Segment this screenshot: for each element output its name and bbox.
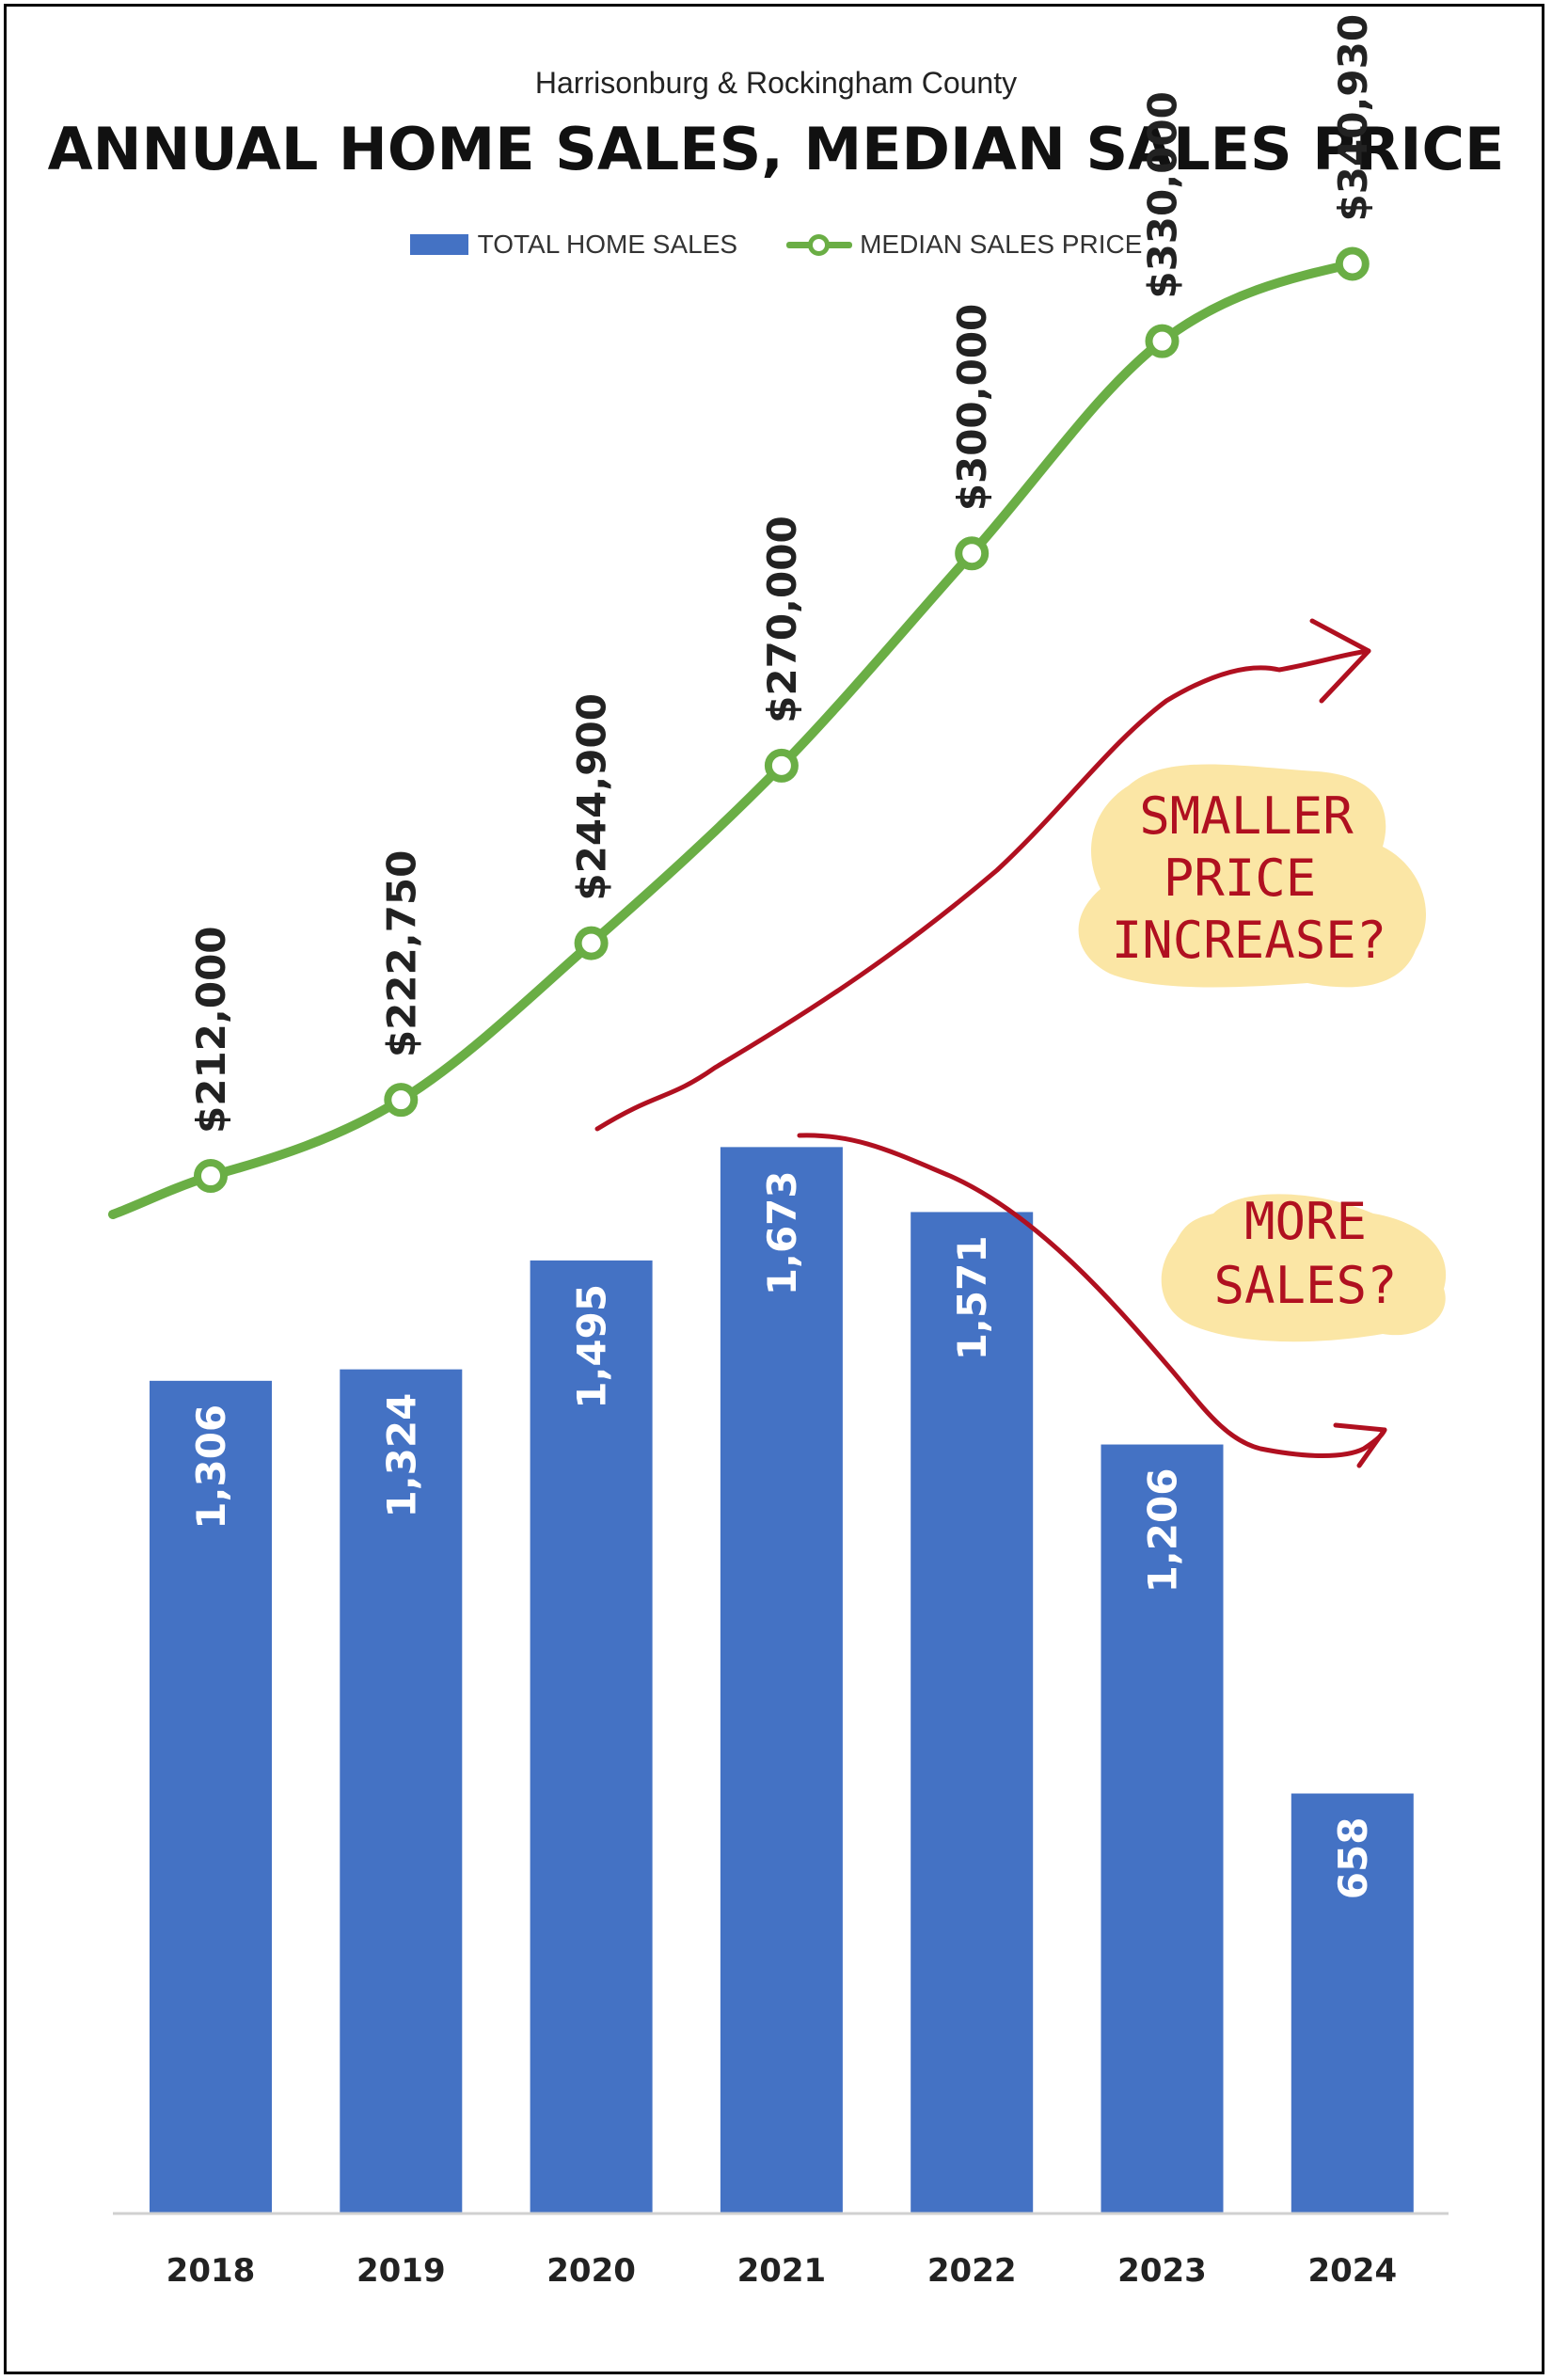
bar-label-2024: 658 [1330, 1817, 1376, 1900]
bar-label-2021: 1,673 [759, 1170, 805, 1295]
price-point-2023 [1145, 324, 1180, 358]
legend-item-total-home-sales: TOTAL HOME SALES [409, 230, 738, 260]
x-tick-label-2022: 2022 [927, 2252, 1017, 2290]
bar-label-2018: 1,306 [188, 1404, 234, 1530]
arrow-price-curve [594, 648, 1371, 1132]
price-label-2024: $340,930 [1330, 14, 1376, 222]
x-tick-label-2021: 2021 [737, 2252, 827, 2290]
line-layer [108, 246, 1370, 1219]
bar-2020 [530, 1260, 653, 2213]
price-point-2018 [194, 1159, 228, 1193]
labels-layer: 1,306 1,324 1,495 1,673 1,571 1,206 658 $212,00… [188, 14, 1376, 1899]
bar-label-2022: 1,571 [949, 1235, 995, 1360]
chart-title: ANNUAL HOME SALES, MEDIAN SALES PRICE [47, 115, 1505, 183]
annotation-sales-line-2: SALES? [1213, 1256, 1397, 1315]
x-tick-label-2019: 2019 [356, 2252, 446, 2290]
legend-swatch-line [786, 230, 853, 259]
bar-label-2020: 1,495 [569, 1284, 615, 1409]
x-tick-label-2018: 2018 [166, 2252, 256, 2290]
price-label-2022: $300,000 [949, 304, 995, 512]
median-price-line [108, 259, 1357, 1219]
annotation-price-line-2: PRICE [1164, 849, 1317, 908]
legend-item-median-sales-price: MEDIAN SALES PRICE [786, 230, 1142, 260]
price-point-2019 [384, 1083, 419, 1118]
legend: TOTAL HOME SALES MEDIAN SALES PRICE [0, 226, 1552, 263]
price-point-2021 [764, 748, 799, 783]
annotation-sales-line-1: MORE [1244, 1192, 1367, 1251]
arrow-price-head [1309, 618, 1371, 704]
bar-2018 [150, 1380, 272, 2213]
annotation-layer: SMALLER PRICE INCREASE? MORE SALES? [594, 618, 1447, 1468]
annotation-price-line-1: SMALLER [1139, 786, 1354, 846]
annotation-price-line-3: INCREASE? [1112, 911, 1387, 970]
legend-label-total-home-sales: TOTAL HOME SALES [477, 230, 738, 259]
bar-2019 [340, 1369, 463, 2213]
legend-label-median-sales-price: MEDIAN SALES PRICE [860, 230, 1143, 259]
x-tick-label-2023: 2023 [1117, 2252, 1207, 2290]
x-tick-label-2024: 2024 [1307, 2252, 1397, 2290]
bar-2023 [1101, 1444, 1224, 2213]
price-label-2018: $212,000 [188, 926, 234, 1134]
price-point-2024 [1335, 246, 1370, 281]
price-point-2020 [574, 926, 609, 960]
bar-label-2019: 1,324 [378, 1393, 424, 1518]
price-label-2023: $330,000 [1140, 91, 1186, 299]
highlight-blob-price [1078, 764, 1427, 988]
legend-swatch-bar [409, 234, 468, 255]
price-label-2019: $222,750 [378, 850, 424, 1058]
price-label-2021: $270,000 [759, 516, 805, 723]
bar-2021 [720, 1147, 843, 2213]
arrow-sales-head [1333, 1422, 1387, 1468]
price-label-2020: $244,900 [569, 693, 615, 901]
price-point-2022 [955, 536, 990, 571]
axis-layer: 2018 2019 2020 2021 2022 2023 2024 [113, 2212, 1449, 2290]
chart-subtitle: Harrisonburg & Rockingham County [534, 66, 1018, 100]
bar-2024 [1291, 1793, 1414, 2213]
bar-label-2023: 1,206 [1140, 1468, 1186, 1594]
bar-2022 [911, 1212, 1034, 2213]
highlight-blob-sales [1161, 1194, 1447, 1342]
bars-layer [150, 1147, 1414, 2213]
arrow-sales-curve [797, 1133, 1387, 1458]
x-tick-label-2020: 2020 [546, 2252, 636, 2290]
